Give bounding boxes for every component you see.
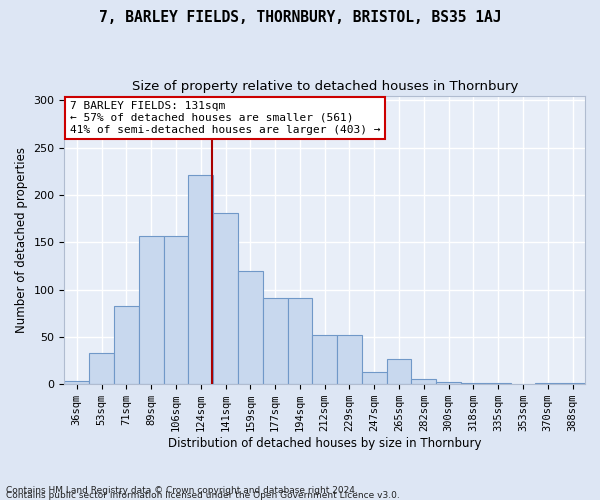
- Text: Contains HM Land Registry data © Crown copyright and database right 2024.: Contains HM Land Registry data © Crown c…: [6, 486, 358, 495]
- Bar: [263, 298, 287, 384]
- Bar: [64, 382, 89, 384]
- Bar: [139, 236, 164, 384]
- Bar: [164, 236, 188, 384]
- Bar: [238, 270, 263, 384]
- Bar: [412, 380, 436, 384]
- Bar: [386, 358, 412, 384]
- Bar: [337, 335, 362, 384]
- Bar: [362, 372, 386, 384]
- X-axis label: Distribution of detached houses by size in Thornbury: Distribution of detached houses by size …: [168, 437, 481, 450]
- Bar: [89, 353, 114, 384]
- Bar: [313, 335, 337, 384]
- Bar: [188, 175, 213, 384]
- Text: 7, BARLEY FIELDS, THORNBURY, BRISTOL, BS35 1AJ: 7, BARLEY FIELDS, THORNBURY, BRISTOL, BS…: [99, 10, 501, 25]
- Text: 7 BARLEY FIELDS: 131sqm
← 57% of detached houses are smaller (561)
41% of semi-d: 7 BARLEY FIELDS: 131sqm ← 57% of detache…: [70, 102, 380, 134]
- Title: Size of property relative to detached houses in Thornbury: Size of property relative to detached ho…: [131, 80, 518, 93]
- Bar: [287, 298, 313, 384]
- Bar: [213, 213, 238, 384]
- Bar: [436, 382, 461, 384]
- Y-axis label: Number of detached properties: Number of detached properties: [15, 147, 28, 333]
- Bar: [114, 306, 139, 384]
- Text: Contains public sector information licensed under the Open Government Licence v3: Contains public sector information licen…: [6, 491, 400, 500]
